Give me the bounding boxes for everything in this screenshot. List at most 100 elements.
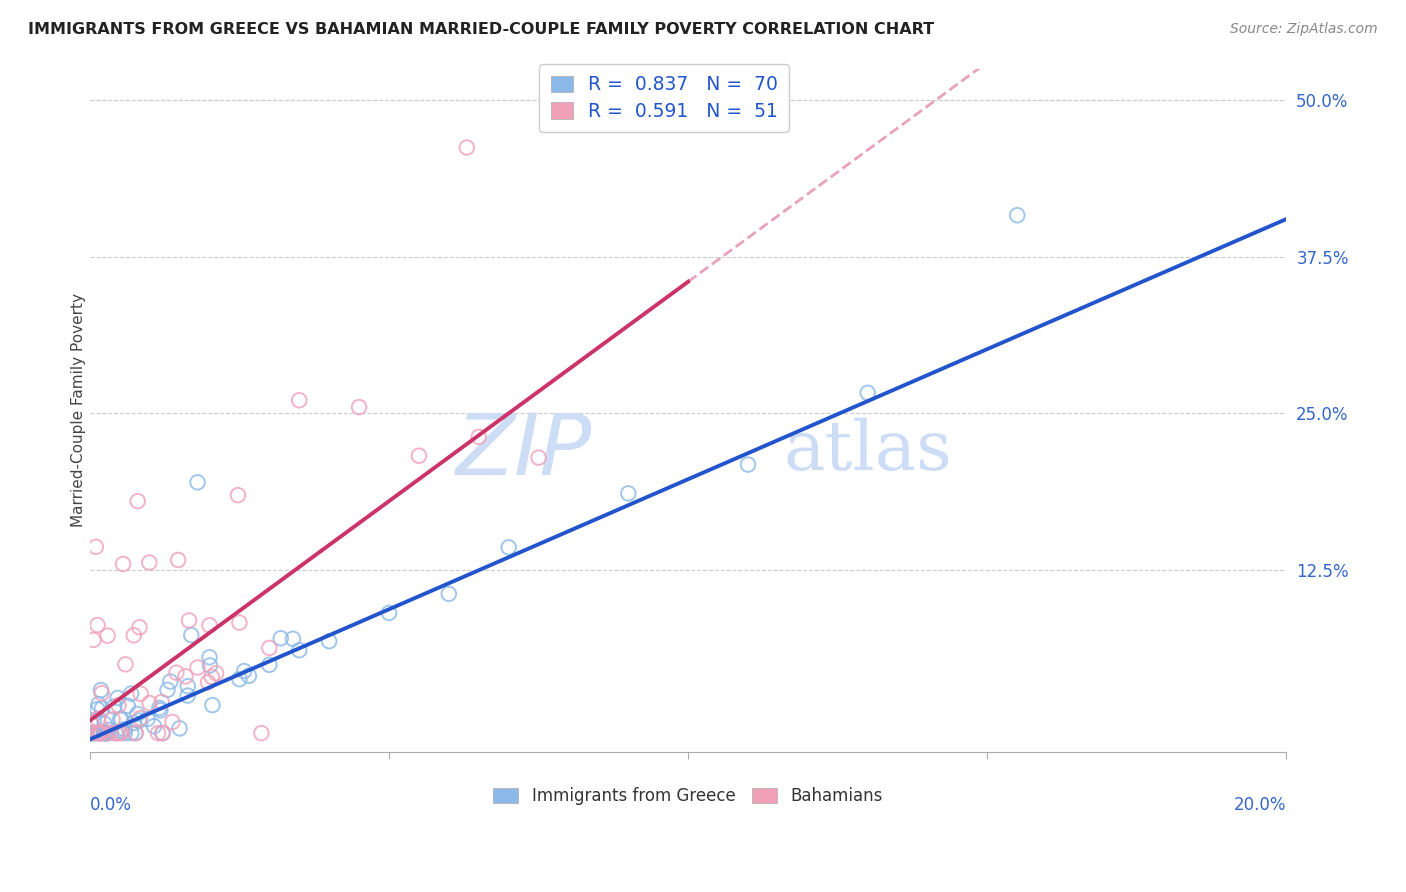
- Point: [80, 716, 103, 731]
- Point: [120, 726, 142, 740]
- Point: [737, 458, 759, 472]
- Point: [228, 615, 250, 630]
- Point: [117, 698, 139, 713]
- Point: [187, 475, 209, 490]
- Point: [87, 698, 110, 712]
- Point: [127, 494, 149, 508]
- Point: [125, 726, 148, 740]
- Point: [617, 486, 640, 500]
- Text: 20.0%: 20.0%: [1234, 797, 1286, 814]
- Point: [80, 726, 103, 740]
- Point: [233, 664, 256, 678]
- Point: [1005, 208, 1028, 222]
- Point: [270, 632, 292, 646]
- Point: [114, 657, 136, 672]
- Point: [114, 722, 136, 736]
- Point: [124, 726, 146, 740]
- Point: [128, 620, 150, 634]
- Point: [138, 696, 160, 710]
- Point: [176, 689, 198, 703]
- Point: [93, 726, 115, 740]
- Point: [122, 628, 145, 642]
- Text: atlas: atlas: [785, 418, 953, 484]
- Text: IMMIGRANTS FROM GREECE VS BAHAMIAN MARRIED-COUPLE FAMILY POVERTY CORRELATION CHA: IMMIGRANTS FROM GREECE VS BAHAMIAN MARRI…: [28, 22, 934, 37]
- Point: [90, 726, 112, 740]
- Text: 0.0%: 0.0%: [90, 797, 132, 814]
- Point: [105, 726, 128, 740]
- Point: [129, 687, 152, 701]
- Point: [201, 670, 224, 684]
- Point: [281, 632, 304, 646]
- Point: [90, 726, 112, 740]
- Point: [187, 660, 209, 674]
- Point: [122, 715, 145, 730]
- Y-axis label: Married-Couple Family Poverty: Married-Couple Family Poverty: [72, 293, 86, 527]
- Point: [87, 726, 110, 740]
- Point: [120, 687, 142, 701]
- Point: [169, 722, 191, 736]
- Point: [86, 618, 108, 632]
- Point: [128, 714, 150, 728]
- Point: [86, 702, 108, 716]
- Text: Source: ZipAtlas.com: Source: ZipAtlas.com: [1230, 22, 1378, 37]
- Point: [80, 726, 103, 740]
- Text: ZIP: ZIP: [456, 409, 592, 492]
- Point: [148, 701, 170, 715]
- Point: [80, 726, 103, 740]
- Point: [87, 726, 110, 740]
- Point: [250, 726, 273, 740]
- Point: [378, 606, 401, 620]
- Point: [97, 723, 120, 737]
- Point: [259, 657, 281, 672]
- Point: [90, 686, 112, 700]
- Point: [127, 706, 149, 721]
- Point: [198, 618, 221, 632]
- Point: [111, 724, 134, 739]
- Point: [138, 556, 160, 570]
- Point: [162, 714, 184, 729]
- Point: [83, 632, 105, 647]
- Point: [456, 140, 478, 154]
- Point: [136, 712, 159, 726]
- Point: [90, 701, 112, 715]
- Point: [108, 726, 131, 740]
- Point: [408, 449, 430, 463]
- Point: [159, 674, 181, 689]
- Point: [318, 634, 340, 648]
- Point: [177, 614, 200, 628]
- Point: [90, 683, 112, 698]
- Point: [167, 553, 190, 567]
- Point: [174, 669, 197, 683]
- Point: [288, 393, 311, 408]
- Point: [80, 717, 103, 731]
- Point: [143, 719, 166, 733]
- Point: [84, 726, 107, 740]
- Point: [146, 726, 169, 740]
- Point: [114, 726, 136, 740]
- Point: [288, 643, 311, 657]
- Point: [177, 679, 200, 693]
- Point: [83, 714, 105, 728]
- Point: [201, 698, 224, 712]
- Legend: Immigrants from Greece, Bahamians: Immigrants from Greece, Bahamians: [486, 780, 890, 812]
- Point: [94, 726, 117, 740]
- Point: [226, 488, 249, 502]
- Point: [149, 703, 172, 717]
- Point: [89, 726, 111, 740]
- Point: [83, 726, 105, 740]
- Point: [238, 669, 260, 683]
- Point: [165, 665, 187, 680]
- Point: [107, 698, 129, 713]
- Point: [156, 682, 179, 697]
- Point: [198, 650, 221, 665]
- Point: [89, 726, 111, 740]
- Point: [110, 713, 132, 727]
- Point: [152, 726, 174, 740]
- Point: [259, 640, 281, 655]
- Point: [94, 726, 117, 740]
- Point: [108, 712, 131, 726]
- Point: [96, 726, 118, 740]
- Point: [107, 690, 129, 705]
- Point: [86, 712, 108, 726]
- Point: [96, 726, 118, 740]
